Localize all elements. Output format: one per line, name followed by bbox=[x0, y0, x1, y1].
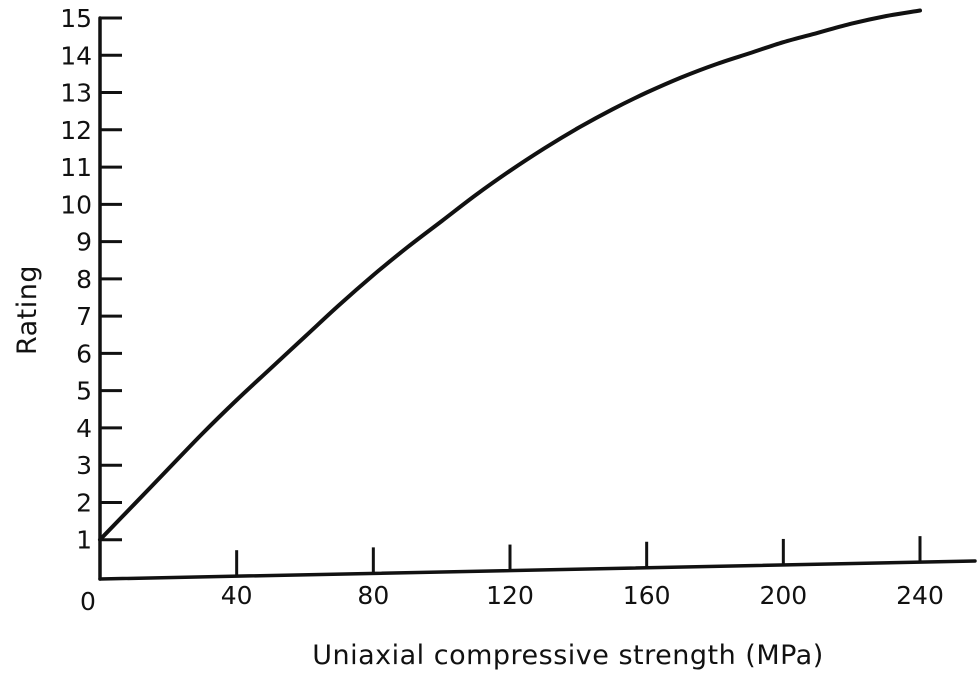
y-tick-label: 5 bbox=[76, 377, 92, 406]
y-axis-title: Rating bbox=[12, 265, 43, 355]
x-axis-title: Uniaxial compressive strength (MPa) bbox=[312, 640, 824, 671]
x-tick-label: 200 bbox=[759, 581, 807, 610]
y-tick-label: 7 bbox=[76, 302, 92, 331]
y-tick-label: 6 bbox=[76, 339, 92, 368]
x-tick-label: 40 bbox=[221, 581, 253, 610]
y-tick-label: 1 bbox=[76, 526, 92, 555]
x-tick-label: 80 bbox=[357, 581, 389, 610]
y-tick-label: 12 bbox=[60, 116, 92, 145]
y-tick-label: 15 bbox=[60, 4, 92, 33]
y-tick-label: 13 bbox=[60, 79, 92, 108]
y-tick-label: 2 bbox=[76, 488, 92, 517]
y-tick-label: 11 bbox=[60, 153, 92, 182]
y-tick-label: 14 bbox=[60, 41, 92, 70]
y-tick-label: 9 bbox=[76, 228, 92, 257]
x-tick-label: 120 bbox=[486, 581, 534, 610]
origin-label: 0 bbox=[80, 587, 96, 616]
x-tick-label: 240 bbox=[896, 581, 944, 610]
x-axis-line bbox=[98, 559, 977, 581]
x-ticks: 40 80 120 160 200 240 bbox=[221, 536, 944, 610]
x-tick-label: 160 bbox=[623, 581, 671, 610]
y-tick-label: 10 bbox=[60, 190, 92, 219]
series-line bbox=[98, 8, 922, 542]
y-tick-label: 4 bbox=[76, 414, 92, 443]
y-tick-label: 8 bbox=[76, 265, 92, 294]
axes bbox=[98, 16, 977, 581]
y-tick-label: 3 bbox=[76, 451, 92, 480]
